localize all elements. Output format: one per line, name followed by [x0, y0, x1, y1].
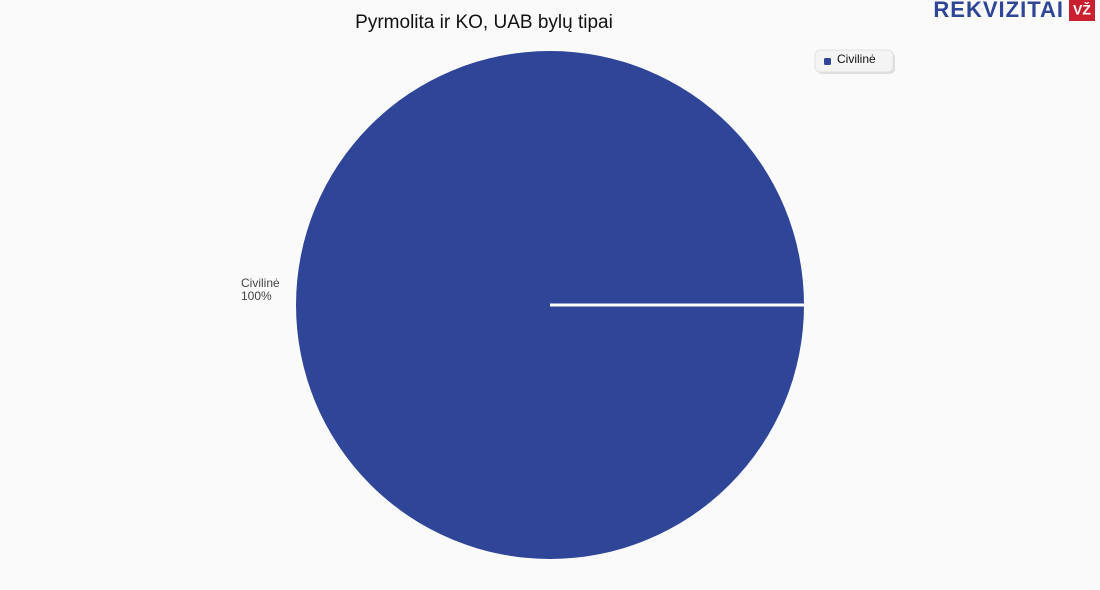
legend: Civilinė [814, 49, 895, 74]
slice-value-label: 100% [241, 289, 272, 303]
chart-title: Pyrmolita ir KO, UAB bylų tipai [355, 12, 613, 33]
logo-badge-text: VŽ [1073, 1, 1091, 18]
legend-swatch [824, 58, 831, 65]
logo-text: REKVIZITAI [933, 0, 1064, 22]
logo-badge [1069, 0, 1095, 21]
slice-label: Civilinė [241, 276, 280, 290]
legend-box [814, 49, 894, 73]
legend-label: Civilinė [837, 52, 876, 66]
